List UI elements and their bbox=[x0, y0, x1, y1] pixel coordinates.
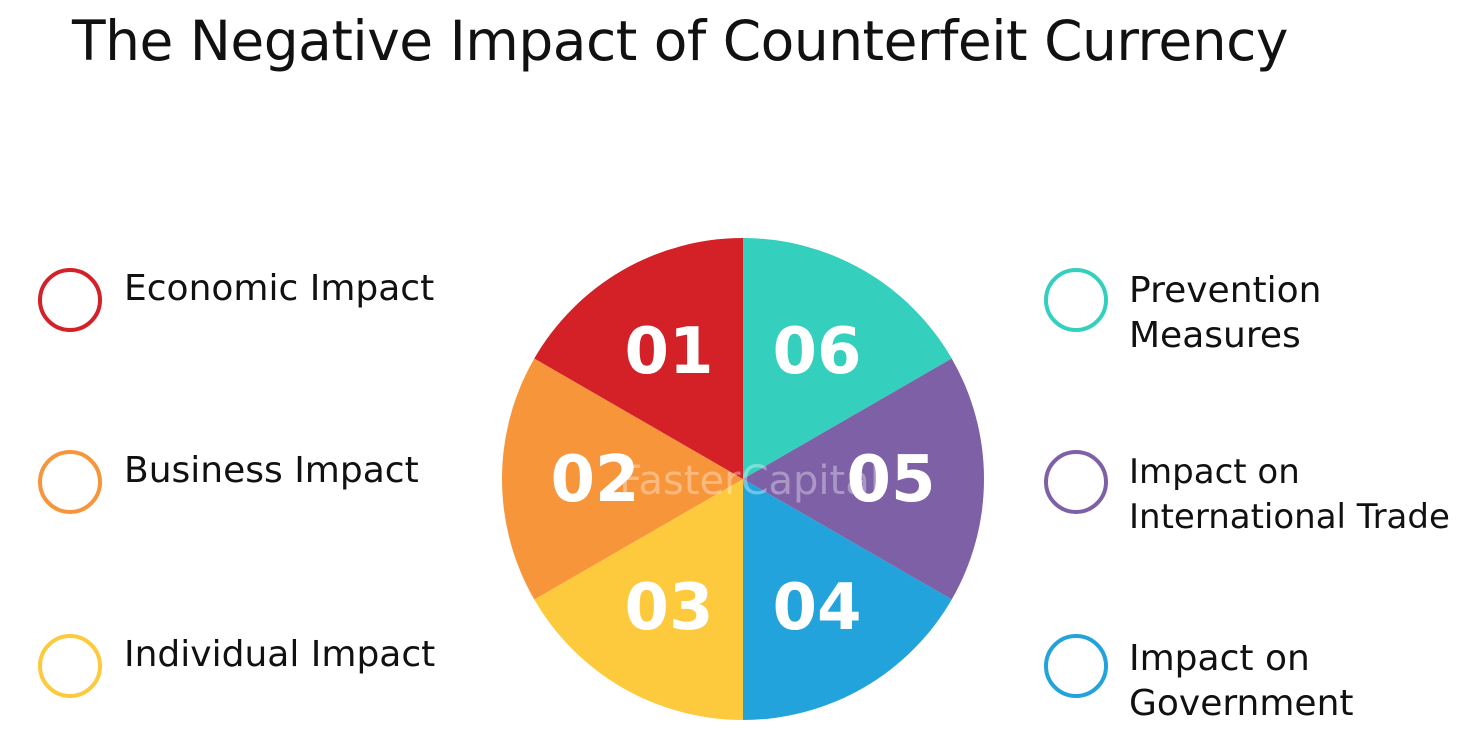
circle-outline-icon bbox=[38, 634, 102, 698]
legend-label-line: Business Impact bbox=[124, 450, 419, 491]
pie-segment-number-02: 02 bbox=[550, 443, 639, 517]
legend-label-line: Economic Impact bbox=[124, 268, 435, 309]
pie-segment-number-01: 01 bbox=[624, 315, 713, 389]
pie-segment-06 bbox=[743, 238, 952, 479]
legend-label: Individual Impact bbox=[124, 632, 435, 677]
pie-segment-02 bbox=[502, 358, 743, 600]
pie-segment-05 bbox=[743, 358, 984, 600]
pie-segment-number-06: 06 bbox=[772, 315, 861, 389]
legend-label: Impact on International Trade bbox=[1129, 450, 1450, 540]
pie-svg: 06 05 04 03 02 01 FasterCapital bbox=[502, 238, 984, 720]
legend-label-line: Impact on bbox=[1129, 638, 1310, 679]
pie-diagram: 06 05 04 03 02 01 FasterCapital bbox=[500, 236, 986, 722]
pie-segment-number-03: 03 bbox=[624, 571, 713, 645]
circle-outline-icon bbox=[38, 450, 102, 514]
legend-label-line: International Trade bbox=[1129, 497, 1450, 537]
legend-label: Business Impact bbox=[124, 448, 419, 493]
pie-segment-04 bbox=[743, 479, 952, 720]
pie-segment-number-04: 04 bbox=[772, 571, 861, 645]
legend-label: Economic Impact bbox=[124, 266, 434, 311]
legend-label-line: Measures bbox=[1129, 315, 1301, 356]
circle-outline-icon bbox=[1044, 450, 1108, 514]
pie-segment-01 bbox=[534, 238, 743, 479]
legend-label-line: Prevention bbox=[1129, 270, 1322, 311]
pie-segment-number-05: 05 bbox=[846, 443, 935, 517]
legend-label: Prevention Measures bbox=[1129, 268, 1321, 358]
circle-outline-icon bbox=[1044, 268, 1108, 332]
watermark-text: FasterCapital bbox=[619, 458, 881, 504]
legend-label-line: Government bbox=[1129, 683, 1354, 724]
legend-label: Impact on Government bbox=[1129, 636, 1354, 726]
legend-label-line: Individual Impact bbox=[124, 634, 436, 675]
pie-segment-03 bbox=[534, 479, 743, 720]
circle-outline-icon bbox=[38, 268, 102, 332]
circle-outline-icon bbox=[1044, 634, 1108, 698]
legend-label-line: Impact on bbox=[1129, 452, 1300, 492]
page-title: The Negative Impact of Counterfeit Curre… bbox=[72, 9, 1288, 73]
